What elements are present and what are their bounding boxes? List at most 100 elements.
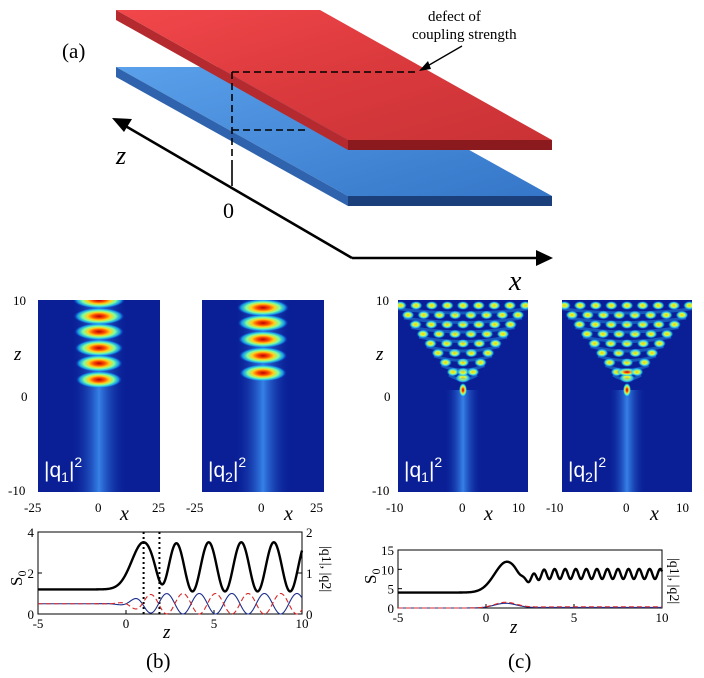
b-ylabel: z xyxy=(13,344,22,365)
interference-spot xyxy=(660,329,674,339)
interference-spot xyxy=(401,310,415,320)
x-tick-label: 0 xyxy=(483,610,490,625)
heatmap-b-q1 xyxy=(38,300,160,492)
interference-spot xyxy=(440,339,454,348)
interference-spot xyxy=(683,301,692,310)
heatmap-c-q2 xyxy=(562,300,692,492)
interference-spot xyxy=(474,358,487,367)
heatmap-c-q1 xyxy=(398,300,528,492)
interference-spot xyxy=(668,320,681,329)
interference-spot xyxy=(644,329,658,339)
c-ytick-neg10: -10 xyxy=(372,483,389,498)
b-ytick-10: 10 xyxy=(13,293,26,308)
panel-label-b: (b) xyxy=(146,649,171,673)
c-q1-xlabel: x xyxy=(483,503,493,525)
interference-spot xyxy=(431,348,445,358)
c-q2-xlabel: x xyxy=(649,503,659,525)
interference-spot xyxy=(652,320,666,329)
interference-spot xyxy=(432,329,446,339)
defect-region-outline xyxy=(231,71,418,160)
c-q1-xtick-mid: 0 xyxy=(459,500,466,515)
chart-b-y2label: |q1|, |q2| xyxy=(318,546,333,592)
chart-b-xlabel: z xyxy=(162,622,171,643)
y-tick-label: 2 xyxy=(28,566,35,581)
c-ytick-0: 0 xyxy=(384,389,391,404)
interference-spot xyxy=(581,310,595,320)
b-q1-xlabel: x xyxy=(119,503,129,525)
intensity-peak xyxy=(73,307,125,325)
chart-c-xlabel: z xyxy=(509,617,518,638)
annotation-arrow xyxy=(419,45,463,71)
interference-band xyxy=(597,354,657,362)
c-ylabel: z xyxy=(375,344,384,365)
interference-spot xyxy=(644,310,658,320)
interference-spot xyxy=(424,339,437,348)
interference-spot xyxy=(653,339,666,348)
x-tick-label: 10 xyxy=(656,610,669,625)
intensity-peak xyxy=(237,314,289,332)
intensity-peak xyxy=(238,347,288,365)
bottom-plate-front xyxy=(348,196,552,206)
interference-spot xyxy=(589,301,603,310)
y-tick-label: 15 xyxy=(381,543,394,558)
interference-spot xyxy=(480,329,494,339)
interference-spot xyxy=(588,339,601,348)
z-axis-arrow xyxy=(112,118,353,260)
x-tick-label: -5 xyxy=(393,610,404,625)
interference-band xyxy=(590,345,664,353)
interference-spot xyxy=(645,348,659,358)
interference-spot xyxy=(439,358,452,367)
intensity-peak xyxy=(239,364,287,382)
interference-spot xyxy=(604,339,618,348)
interference-spot xyxy=(432,310,446,320)
y-tick-label: 10 xyxy=(381,562,394,577)
interference-spot xyxy=(495,310,509,320)
interference-spot xyxy=(667,301,681,310)
interference-spot xyxy=(573,301,587,310)
b-q1-xtick-right: 25 xyxy=(152,500,165,515)
x-axis-label: x xyxy=(508,266,522,297)
interference-spot xyxy=(620,320,634,329)
c-q1-xtick-left: -10 xyxy=(386,500,403,515)
interference-spot xyxy=(424,320,438,329)
interference-spot xyxy=(573,320,586,329)
interference-spot xyxy=(628,348,642,358)
interference-spot xyxy=(456,367,470,377)
heatmap-c-q2-title: |q2|2 xyxy=(568,454,606,485)
interference-band xyxy=(398,307,528,315)
interference-spot xyxy=(464,348,478,358)
b-q2-xtick-right: 25 xyxy=(310,500,323,515)
panel-label-a: (a) xyxy=(62,39,85,63)
heatmap-c-q1-title: |q1|2 xyxy=(404,454,442,485)
interference-spot xyxy=(456,320,470,329)
b-q2-xlabel: x xyxy=(283,503,293,525)
interference-band xyxy=(411,326,515,334)
interference-spot xyxy=(448,329,462,339)
x-tick-label: 5 xyxy=(571,610,578,625)
intensity-peak xyxy=(73,300,125,309)
interference-spot xyxy=(417,310,431,320)
interference-spot xyxy=(651,301,665,310)
interference-spot xyxy=(480,310,494,320)
b-q2-xtick-mid: 0 xyxy=(258,500,265,515)
interference-spot xyxy=(488,320,502,329)
interference-spot xyxy=(398,301,407,310)
top-waveguide-plate xyxy=(116,10,552,140)
interference-spot xyxy=(466,367,480,377)
y2-tick-label: 1 xyxy=(306,566,313,581)
x-tick-label: -5 xyxy=(33,616,44,631)
interference-band xyxy=(604,364,650,372)
heatmap-b-q2 xyxy=(202,300,324,492)
annotation-line1: defect of xyxy=(428,9,481,25)
y2-tick-label: 2 xyxy=(306,525,313,540)
y-tick-label: 4 xyxy=(28,525,35,540)
interference-spot xyxy=(481,348,495,358)
interference-spot xyxy=(612,348,626,358)
interference-band xyxy=(433,354,493,362)
interference-band xyxy=(440,364,486,372)
series-s0 xyxy=(38,541,304,593)
b-ytick-neg10: -10 xyxy=(8,483,25,498)
interference-spot xyxy=(440,320,454,329)
chart-c-frame xyxy=(397,549,663,609)
